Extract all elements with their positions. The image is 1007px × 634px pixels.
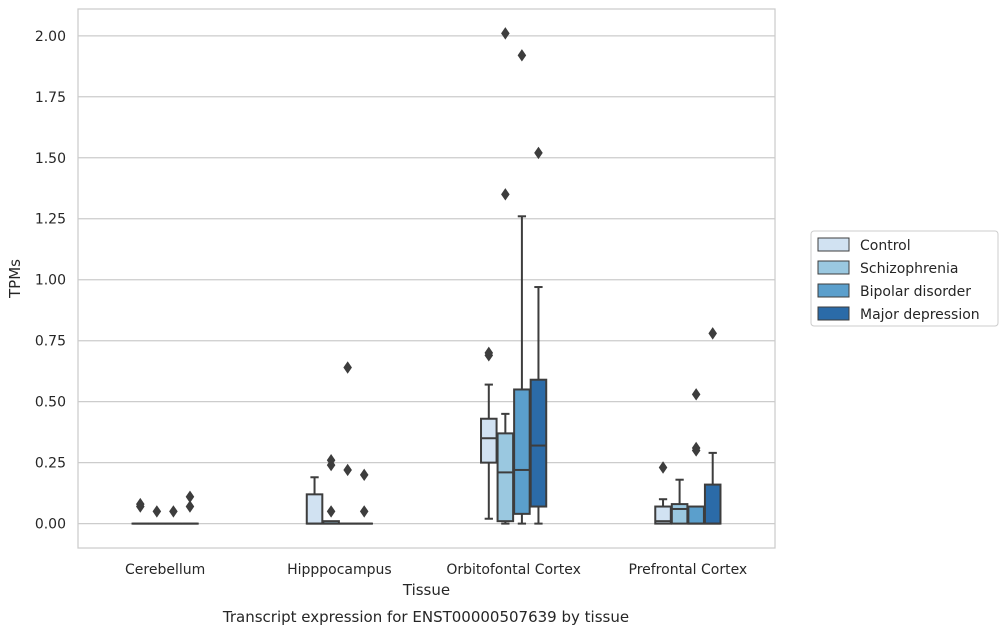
box-rect bbox=[496, 432, 515, 523]
box-rect bbox=[687, 505, 705, 525]
legend-item: Major depression bbox=[817, 306, 980, 323]
outlier-point bbox=[658, 461, 668, 474]
box bbox=[164, 505, 183, 525]
outlier-point bbox=[691, 441, 701, 455]
box bbox=[355, 468, 373, 525]
outlier-point bbox=[343, 361, 352, 374]
outlier-point bbox=[185, 500, 195, 513]
y-tick-label: 2.00 bbox=[35, 29, 66, 45]
x-tick-label: Hipppocampus bbox=[287, 562, 392, 578]
box bbox=[654, 461, 672, 525]
outlier-point bbox=[343, 463, 352, 477]
legend-label: Control bbox=[860, 238, 911, 254]
legend-item: Schizophrenia bbox=[817, 260, 958, 277]
outlier-point bbox=[517, 49, 527, 62]
box bbox=[670, 478, 689, 525]
outlier-point bbox=[708, 327, 717, 340]
y-tick-label: 1.25 bbox=[35, 212, 66, 228]
legend-swatch bbox=[817, 237, 850, 252]
outlier-point bbox=[691, 388, 701, 401]
box-rect bbox=[670, 503, 689, 525]
x-tick-label: Orbitofontal Cortex bbox=[446, 562, 581, 578]
y-tick-label: 0.00 bbox=[35, 517, 66, 533]
outlier-point bbox=[359, 468, 369, 482]
legend-label: Major depression bbox=[860, 307, 980, 323]
box bbox=[529, 146, 548, 525]
y-tick-label: 0.25 bbox=[35, 456, 66, 472]
y-axis-ticks: 0.00 0.25 0.50 0.75 1.00 1.25 1.50 1.75 2.00 bbox=[35, 29, 66, 533]
series-control bbox=[131, 346, 672, 525]
outlier-point bbox=[326, 453, 336, 467]
y-axis-label: TPMs bbox=[6, 259, 24, 299]
box-rect bbox=[529, 378, 548, 508]
box bbox=[148, 505, 166, 525]
box bbox=[131, 497, 150, 525]
legend-swatch bbox=[817, 283, 850, 298]
outlier-point bbox=[169, 505, 178, 518]
y-tick-label: 0.75 bbox=[35, 334, 66, 350]
box-series bbox=[131, 27, 722, 525]
box-rect bbox=[480, 417, 498, 464]
outlier-point bbox=[359, 505, 369, 518]
y-tick-label: 0.50 bbox=[35, 395, 66, 411]
box bbox=[305, 476, 324, 525]
box bbox=[496, 27, 515, 525]
box bbox=[687, 388, 705, 525]
y-tick-label: 1.75 bbox=[35, 90, 66, 106]
x-axis-ticks: Cerebellum Hipppocampus Orbitofontal Corte… bbox=[125, 562, 747, 578]
box bbox=[181, 490, 199, 525]
outlier-point bbox=[185, 490, 195, 503]
series-major-depression bbox=[181, 146, 722, 525]
legend-label: Bipolar disorder bbox=[860, 284, 971, 300]
box-rect bbox=[703, 483, 722, 525]
grid-lines bbox=[78, 35, 775, 525]
chart-caption: Transcript expression for ENST0000050763… bbox=[222, 608, 629, 626]
y-tick-label: 1.50 bbox=[35, 151, 66, 167]
legend-items: Control Schizophrenia Bipolar disorder Majo… bbox=[817, 237, 980, 323]
outlier-point bbox=[326, 505, 336, 518]
outlier-point bbox=[534, 146, 543, 160]
box bbox=[703, 327, 722, 525]
series-schizophrenia bbox=[148, 27, 689, 525]
legend-item: Control bbox=[817, 237, 911, 254]
x-tick-label: Prefrontal Cortex bbox=[629, 562, 748, 578]
box bbox=[322, 453, 340, 525]
box bbox=[480, 346, 498, 520]
box bbox=[338, 361, 357, 525]
legend-swatch bbox=[817, 306, 850, 321]
plot-frame bbox=[77, 8, 776, 549]
legend-label: Schizophrenia bbox=[860, 261, 958, 277]
box-rect bbox=[305, 493, 324, 525]
box bbox=[513, 49, 531, 525]
legend: Control Schizophrenia Bipolar disorder Majo… bbox=[810, 230, 999, 327]
legend-frame bbox=[810, 230, 999, 327]
outlier-point bbox=[136, 497, 145, 511]
outlier-point bbox=[152, 505, 162, 518]
legend-swatch bbox=[817, 260, 850, 275]
box-rect bbox=[513, 388, 531, 515]
outlier-point bbox=[501, 27, 510, 40]
outlier-point bbox=[484, 346, 494, 360]
legend-item: Bipolar disorder bbox=[817, 283, 971, 300]
series-bipolar-disorder bbox=[164, 49, 705, 525]
x-tick-label: Cerebellum bbox=[125, 562, 205, 578]
y-tick-label: 1.00 bbox=[35, 273, 66, 289]
x-axis-label: Tissue bbox=[402, 581, 450, 599]
outlier-point bbox=[501, 188, 510, 201]
